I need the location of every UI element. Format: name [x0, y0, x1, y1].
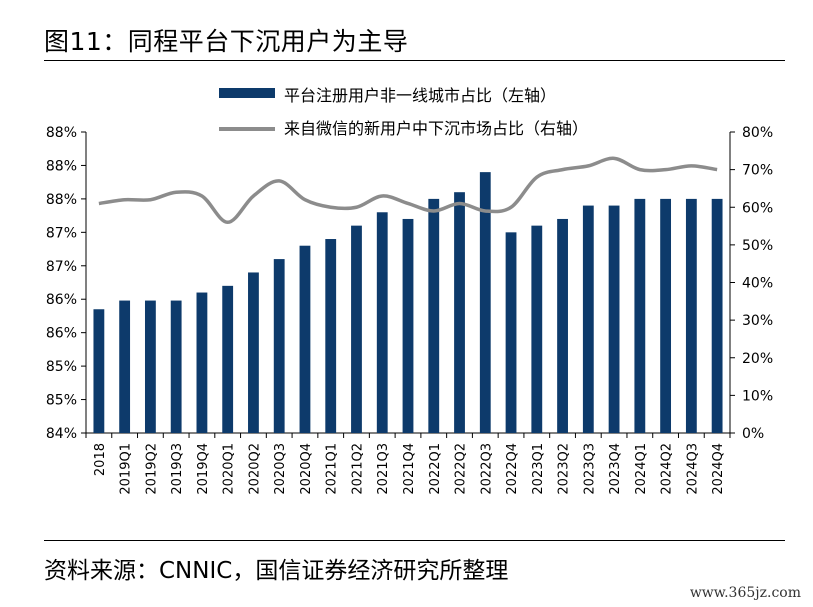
bar	[325, 239, 337, 433]
right-tick-label: 30%	[742, 313, 773, 329]
x-tick-label: 2019Q2	[144, 443, 159, 495]
line-series	[98, 156, 718, 225]
x-tick-label: 2021Q1	[325, 443, 340, 495]
bar	[557, 218, 568, 433]
x-tick-label: 2019Q3	[170, 443, 185, 495]
bar	[119, 300, 131, 433]
bar	[196, 292, 208, 433]
bar-series	[93, 172, 723, 433]
right-tick-label: 20%	[742, 351, 773, 367]
left-tick-label: 85%	[46, 393, 77, 409]
title-rule	[44, 60, 785, 61]
bar	[273, 259, 285, 433]
x-tick-label: 2024Q4	[711, 443, 726, 495]
right-tick-label: 10%	[742, 388, 773, 404]
left-tick-label: 87%	[46, 259, 77, 275]
x-tick-label: 2021Q3	[376, 443, 391, 495]
legend-label-bar: 平台注册用户非一线城市占比（左轴）	[284, 86, 556, 105]
left-tick-label: 88%	[46, 192, 77, 208]
bar	[634, 198, 646, 433]
x-tick-label: 2020Q4	[299, 443, 314, 495]
bar	[428, 198, 440, 433]
right-tick-label: 0%	[742, 426, 764, 442]
right-tick-label: 70%	[742, 163, 773, 179]
left-tick-label: 88%	[46, 158, 77, 174]
bar	[660, 198, 672, 433]
x-tick-label: 2023Q2	[557, 443, 572, 495]
x-tick-label: 2024Q2	[660, 443, 675, 495]
x-tick-label: 2019Q1	[119, 443, 134, 495]
bar	[351, 225, 362, 433]
left-tick-label: 87%	[46, 225, 77, 241]
bar	[144, 300, 156, 433]
x-tick-label: 2020Q1	[222, 443, 237, 495]
source-rule	[44, 540, 785, 541]
bar	[248, 272, 259, 433]
bar	[505, 232, 517, 433]
right-tick-label: 40%	[742, 276, 773, 292]
figure-title: 图11：同程平台下沉用户为主导	[44, 27, 409, 56]
bar	[531, 225, 543, 433]
x-axis-ticks: 2018 2019Q1 2019Q2 2019Q3 2019Q4 2020Q1 2020Q2…	[85, 433, 731, 495]
x-tick-label: 2022Q3	[479, 443, 494, 495]
bar	[608, 205, 620, 433]
left-axis-ticks: 84% 85% 85% 86% 86% 87% 87% 88% 88% 88%	[46, 125, 86, 442]
right-tick-label: 50%	[742, 238, 773, 254]
x-tick-label: 2023Q1	[531, 443, 546, 495]
x-tick-label: 2023Q4	[608, 443, 623, 495]
x-tick-label: 2022Q4	[505, 443, 520, 495]
line-path	[98, 156, 718, 225]
watermark: www.365jz.com	[689, 585, 801, 601]
left-tick-label: 86%	[46, 326, 77, 342]
legend-swatch-bar	[219, 88, 275, 98]
bar	[479, 172, 491, 433]
bar	[402, 218, 414, 433]
right-tick-label: 80%	[742, 125, 773, 141]
x-tick-label: 2020Q3	[273, 443, 288, 495]
bar	[711, 198, 723, 433]
x-tick-label: 2022Q1	[428, 443, 443, 495]
left-tick-label: 85%	[46, 359, 77, 375]
x-tick-label: 2018	[93, 443, 108, 476]
legend-label-line: 来自微信的新用户中下沉市场占比（右轴）	[284, 119, 588, 138]
x-tick-label: 2021Q4	[402, 443, 417, 495]
source-note: 资料来源：CNNIC，国信证券经济研究所整理	[44, 558, 509, 584]
bar	[299, 245, 311, 433]
x-tick-label: 2019Q4	[196, 443, 211, 495]
x-tick-label: 2020Q2	[247, 443, 262, 495]
left-tick-label: 86%	[46, 292, 77, 308]
bar	[93, 309, 105, 433]
bar	[376, 212, 388, 433]
x-tick-label: 2021Q2	[350, 443, 365, 495]
legend: 平台注册用户非一线城市占比（左轴） 来自微信的新用户中下沉市场占比（右轴）	[219, 86, 588, 138]
x-tick-label: 2024Q1	[634, 443, 649, 495]
x-tick-label: 2022Q2	[454, 443, 469, 495]
right-axis-ticks: 0% 10% 20% 30% 40% 50% 60% 70% 80%	[730, 125, 773, 442]
bar	[685, 198, 697, 433]
left-tick-label: 88%	[46, 125, 77, 141]
bar	[582, 205, 594, 433]
right-tick-label: 60%	[742, 200, 773, 216]
bar	[222, 285, 234, 433]
x-tick-label: 2023Q3	[582, 443, 597, 495]
bar	[170, 300, 182, 433]
x-tick-label: 2024Q3	[685, 443, 700, 495]
bar	[454, 192, 465, 433]
left-tick-label: 84%	[46, 426, 77, 442]
